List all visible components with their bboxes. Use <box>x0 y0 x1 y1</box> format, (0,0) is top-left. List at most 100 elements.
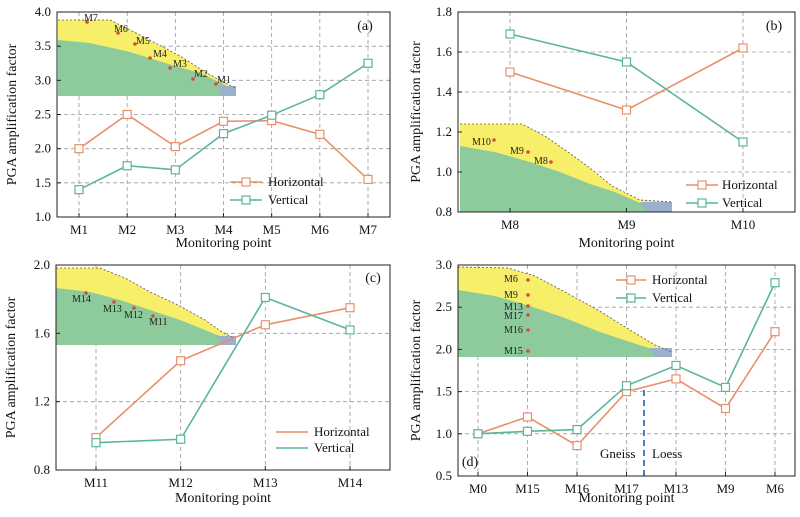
data-point-vertical <box>522 426 533 436</box>
data-point-horizontal <box>505 67 515 77</box>
data-point-vertical <box>473 429 483 439</box>
plot-frame <box>55 264 391 471</box>
inset-label-m12: M12 <box>124 310 143 321</box>
legend-horizontal-label: Horizontal <box>268 174 324 189</box>
data-point-horizontal <box>363 174 373 185</box>
slope-inset-d: M6 M9 M13 M17 M16 M15 <box>457 266 673 357</box>
data-point-horizontal <box>315 129 325 139</box>
slope-green-layer <box>458 290 672 357</box>
legend-horizontal-label: Horizontal <box>652 272 708 287</box>
data-point-vertical <box>315 90 325 100</box>
legend-vertical-label: Vertical <box>314 440 355 455</box>
y-tick-label: 1.8 <box>436 4 452 19</box>
x-tick-label: M14 <box>338 475 363 490</box>
y-axis-title: PGA amplification factor <box>5 43 20 185</box>
y-tick-label: 2.0 <box>35 141 51 156</box>
y-tick-label: 3.5 <box>35 38 51 53</box>
y-tick-label: 1.6 <box>34 325 51 340</box>
slope-inset-c: M14 M13 M12 M11 <box>56 267 236 345</box>
x-tick-label: M4 <box>214 222 233 237</box>
data-point-vertical <box>671 360 681 371</box>
y-tick-label: 2.0 <box>436 341 452 356</box>
slope-bedrock-layer <box>650 348 672 357</box>
data-point-vertical <box>218 129 229 139</box>
data-point-horizontal <box>738 43 748 53</box>
slope-bedrock-layer <box>640 202 672 212</box>
inset-label-m16: M16 <box>504 325 523 336</box>
panel-label-a: (a) <box>357 19 373 34</box>
inset-marker <box>84 291 155 318</box>
inset-marker <box>492 138 553 164</box>
y-tick-label: 1.0 <box>436 164 452 179</box>
x-axis-title: Monitoring point <box>578 491 674 506</box>
data-point-vertical <box>572 424 582 435</box>
legend-horizontal-label: Horizontal <box>722 177 778 192</box>
data-point-vertical <box>770 278 780 288</box>
inset-label-m2: M2 <box>194 69 208 80</box>
slope-green-layer <box>460 146 672 212</box>
x-tick-label: M11 <box>84 475 108 490</box>
y-axis-title: PGA amplification factor <box>4 296 19 438</box>
x-tick-label: M2 <box>118 222 136 237</box>
y-axis-title: PGA amplification factor <box>409 299 424 441</box>
inset-label-m8: M8 <box>534 156 548 167</box>
data-point-horizontal <box>218 116 229 126</box>
y-tick-label: 1.5 <box>436 384 452 399</box>
data-point-horizontal <box>621 105 632 115</box>
y-tick-label: 3.0 <box>436 257 452 272</box>
annotation-loess: Loess <box>652 446 682 461</box>
inset-label-m13: M13 <box>504 302 523 313</box>
x-tick-label: M7 <box>359 222 378 237</box>
inset-label-m10: M10 <box>472 137 491 148</box>
legend: Horizontal Vertical <box>276 424 370 455</box>
y-tick-label: 0.8 <box>436 204 452 219</box>
legend-vertical-marker <box>626 293 636 303</box>
data-point-vertical <box>170 165 180 175</box>
x-tick-label: M5 <box>263 222 281 237</box>
data-point-horizontal <box>122 109 132 120</box>
y-tick-label: 4.0 <box>35 4 51 19</box>
legend: Horizontal Vertical <box>230 174 324 207</box>
legend: Horizontal Vertical <box>616 272 708 305</box>
x-tick-label: M16 <box>565 481 590 496</box>
inset-label-m11: M11 <box>149 317 168 328</box>
data-point-vertical <box>363 58 373 68</box>
x-axis-title: Monitoring point <box>175 236 271 251</box>
data-point-vertical <box>267 110 277 120</box>
legend-vertical-label: Vertical <box>652 290 693 305</box>
x-tick-label: M12 <box>168 475 193 490</box>
slope-surface-line <box>56 267 235 339</box>
data-point-horizontal <box>74 144 84 154</box>
y-tick-label: 0.5 <box>436 468 452 483</box>
x-tick-label: M6 <box>766 481 785 496</box>
data-point-horizontal <box>720 403 731 414</box>
panel-b: M10 M9 M8 0.8 1.0 1.2 1.4 1.6 1.8 M8 M9 M10 Monit… <box>409 4 796 251</box>
x-tick-label: M8 <box>501 217 519 232</box>
data-point-vertical <box>505 29 515 39</box>
x-tick-label: M10 <box>731 217 756 232</box>
data-point-vertical <box>176 434 186 444</box>
legend-vertical-marker <box>241 195 251 205</box>
y-tick-label: 2.0 <box>34 257 50 272</box>
slope-green-layer <box>58 40 236 96</box>
legend-horizontal-marker <box>241 177 251 187</box>
slope-bedrock-layer <box>218 86 236 96</box>
inset-label-m15: M15 <box>504 346 523 357</box>
panel-label-b: (b) <box>766 19 783 34</box>
series-line-horizontal <box>95 306 351 439</box>
slope-surface-line <box>58 19 237 89</box>
x-tick-label: M13 <box>253 475 278 490</box>
legend-vertical-marker <box>697 198 707 208</box>
inset-marker <box>526 278 530 353</box>
inset-marker <box>85 20 218 86</box>
data-point-horizontal <box>572 441 582 451</box>
panel-label-d: (d) <box>462 455 479 470</box>
data-point-vertical <box>122 161 132 171</box>
y-tick-label: 2.5 <box>35 107 51 122</box>
legend-vertical-label: Vertical <box>722 195 763 210</box>
data-point-vertical <box>91 438 101 448</box>
x-tick-label: M15 <box>515 481 540 496</box>
y-tick-label: 2.5 <box>436 299 452 314</box>
y-tick-label: 1.0 <box>35 209 51 224</box>
